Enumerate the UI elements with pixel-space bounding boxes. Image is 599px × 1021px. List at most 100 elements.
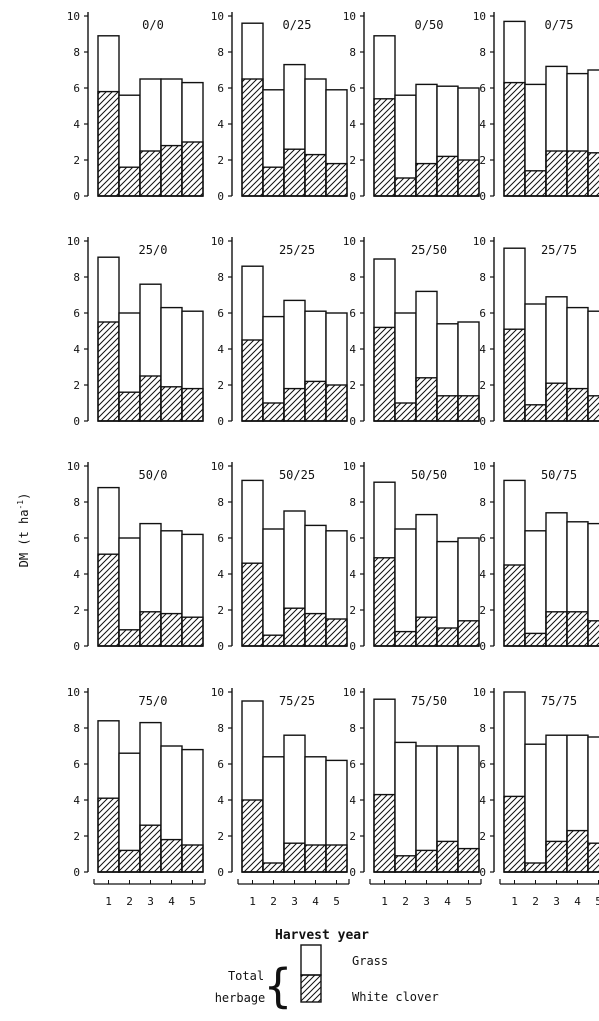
y-tick-label: 2 <box>73 830 80 843</box>
bar-white-clover <box>241 799 264 873</box>
y-tick-label: 4 <box>217 568 224 581</box>
bar-white-clover <box>457 847 480 873</box>
y-tick-label: 6 <box>217 758 224 771</box>
legend-total-label-line1: Total <box>228 969 264 983</box>
bar-white-clover <box>160 838 183 873</box>
panel-50-75: 0 2 4 6 8 10 50/75 <box>473 460 599 653</box>
legend-clover-swatch <box>300 974 322 1003</box>
y-tick-label: 0 <box>479 415 486 428</box>
y-tick-label: 0 <box>217 640 224 653</box>
y-tick-label: 4 <box>73 794 80 807</box>
bar-white-clover <box>524 170 547 197</box>
bar-white-clover <box>436 627 459 647</box>
x-tick-label: 2 <box>532 895 539 908</box>
bar-white-clover <box>503 564 526 647</box>
bar-white-clover <box>118 849 141 873</box>
bar-total <box>524 303 547 422</box>
y-tick-label: 4 <box>349 568 356 581</box>
y-axis-label-close: ) <box>17 493 31 500</box>
y-tick-label: 2 <box>217 604 224 617</box>
y-tick-label: 6 <box>349 758 356 771</box>
panel-25-25: 0 2 4 6 8 10 25/25 <box>211 235 348 428</box>
y-tick-label: 4 <box>73 118 80 131</box>
legend-brace: { <box>264 959 292 1013</box>
x-tick-label: 5 <box>595 895 599 908</box>
bar-white-clover <box>304 844 327 873</box>
y-tick-label: 4 <box>73 343 80 356</box>
y-tick-label: 0 <box>349 866 356 879</box>
y-tick-label: 8 <box>73 722 80 735</box>
y-tick-label: 10 <box>211 686 224 699</box>
y-tick-label: 10 <box>211 460 224 473</box>
panel-0-75: 0 2 4 6 8 10 0/75 <box>473 10 599 203</box>
panel-50-25: 0 2 4 6 8 10 50/25 <box>211 460 348 653</box>
x-tick-label: 1 <box>511 895 518 908</box>
panel-title: 50/25 <box>279 468 315 482</box>
y-tick-label: 8 <box>217 722 224 735</box>
y-tick-label: 2 <box>349 379 356 392</box>
y-tick-label: 2 <box>73 604 80 617</box>
bar-white-clover <box>283 607 306 647</box>
bar-white-clover <box>373 98 396 197</box>
bar-white-clover <box>545 150 568 197</box>
y-tick-label: 10 <box>211 235 224 248</box>
panel-0-25: 0 2 4 6 8 10 0/25 <box>211 10 348 203</box>
panel-title: 75/25 <box>279 694 315 708</box>
bar-white-clover <box>304 612 327 647</box>
y-tick-label: 0 <box>479 190 486 203</box>
y-tick-label: 8 <box>349 271 356 284</box>
y-tick-label: 6 <box>73 82 80 95</box>
bar-white-clover <box>373 326 396 422</box>
y-tick-label: 0 <box>73 640 80 653</box>
bar-white-clover <box>160 612 183 647</box>
bar-white-clover <box>241 339 264 422</box>
y-tick-label: 10 <box>67 460 80 473</box>
y-tick-label: 2 <box>349 604 356 617</box>
bar-white-clover <box>262 402 285 422</box>
panel-25-50: 0 2 4 6 8 10 25/50 <box>343 235 480 428</box>
y-tick-label: 2 <box>479 830 486 843</box>
bar-white-clover <box>436 155 459 197</box>
panel-title: 0/75 <box>545 18 574 32</box>
bar-white-clover <box>139 150 162 197</box>
bar-white-clover <box>373 793 396 873</box>
y-tick-label: 6 <box>349 532 356 545</box>
bar-white-clover <box>241 78 264 197</box>
y-tick-label: 10 <box>473 10 486 23</box>
y-tick-label: 6 <box>479 758 486 771</box>
bar-white-clover <box>241 562 264 647</box>
y-tick-label: 2 <box>217 830 224 843</box>
y-tick-label: 10 <box>473 460 486 473</box>
y-tick-label: 6 <box>479 82 486 95</box>
y-tick-label: 4 <box>479 568 486 581</box>
bar-white-clover <box>160 144 183 197</box>
panel-title: 50/75 <box>541 468 577 482</box>
bar-total <box>262 528 285 647</box>
panel-0-50: 0 2 4 6 8 10 0/50 <box>343 10 480 203</box>
x-tick-label: 2 <box>270 895 277 908</box>
y-tick-label: 0 <box>479 640 486 653</box>
y-axis-label: DM (t ha-1) <box>16 493 31 568</box>
panel-75-50: 0 2 4 6 8 10 75/50 1 2 3 4 5 <box>343 686 482 908</box>
y-tick-label: 8 <box>479 46 486 59</box>
bar-white-clover <box>415 162 438 197</box>
bar-white-clover <box>394 177 417 197</box>
y-tick-label: 8 <box>479 722 486 735</box>
y-tick-label: 8 <box>73 496 80 509</box>
bar-total <box>524 743 547 873</box>
y-tick-label: 4 <box>479 794 486 807</box>
y-tick-label: 2 <box>479 604 486 617</box>
y-tick-label: 0 <box>73 866 80 879</box>
x-tick-label: 3 <box>147 895 154 908</box>
y-tick-label: 2 <box>217 379 224 392</box>
panel-75-75: 0 2 4 6 8 10 75/75 1 2 3 4 5 <box>473 686 599 908</box>
y-tick-label: 4 <box>217 118 224 131</box>
panel-title: 25/50 <box>411 243 447 257</box>
bar-total <box>394 741 417 873</box>
bar-white-clover <box>503 81 526 197</box>
y-tick-label: 0 <box>73 415 80 428</box>
x-tick-label: 3 <box>553 895 560 908</box>
x-tick-label: 4 <box>168 895 175 908</box>
y-tick-label: 2 <box>73 379 80 392</box>
y-tick-label: 8 <box>349 46 356 59</box>
